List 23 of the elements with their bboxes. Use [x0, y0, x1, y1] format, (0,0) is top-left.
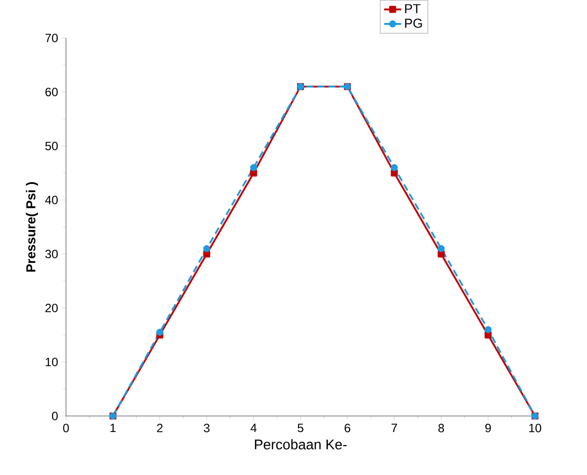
- y-tick-label: 30: [45, 250, 58, 258]
- x-axis-title: Percobaan Ke-: [254, 439, 347, 450]
- x-tick-label: 1: [110, 424, 116, 432]
- y-tick-label: 70: [45, 34, 58, 42]
- x-tick-label: 3: [204, 424, 210, 432]
- y-tick-label: 50: [45, 142, 58, 150]
- y-tick-label: 10: [46, 358, 58, 366]
- x-tick-label: 2: [157, 424, 163, 432]
- y-tick-label: 0: [52, 412, 58, 420]
- x-tick-label: 9: [485, 424, 491, 432]
- x-tick-label: 10: [529, 424, 542, 432]
- x-tick-label: 6: [344, 424, 350, 432]
- legend-label: PG: [405, 18, 422, 28]
- x-tick-label: 7: [392, 424, 398, 432]
- x-tick-label: 0: [63, 424, 69, 432]
- y-tick-label: 40: [45, 196, 58, 204]
- y-axis-title: Pressure( Psi ): [26, 182, 38, 272]
- y-tick-label: 60: [45, 88, 58, 96]
- legend-label: PT: [405, 4, 420, 14]
- x-tick-label: 8: [438, 424, 444, 432]
- x-tick-label: 4: [250, 424, 257, 432]
- y-tick-label: 20: [45, 304, 58, 312]
- x-tick-label: 5: [298, 424, 304, 432]
